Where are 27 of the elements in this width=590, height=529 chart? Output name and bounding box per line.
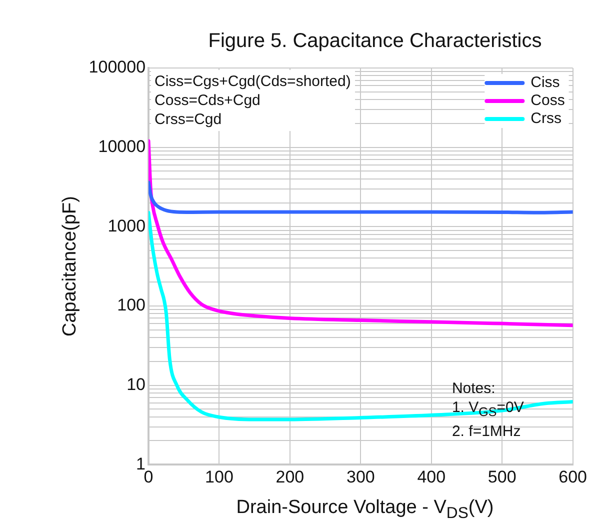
y-tick-label: 10: [126, 374, 146, 394]
y-tick-label: 100: [117, 296, 146, 315]
legend-label: Coss: [530, 92, 565, 110]
annotation: Ciss=Cgs+Cgd(Cds=shorted): [154, 73, 351, 90]
y-axis-title: Capacitance(pF): [60, 196, 81, 337]
legend-label: Ciss: [530, 74, 560, 92]
annotation: Crss=Cgd: [154, 111, 222, 128]
y-tick-label: 1: [136, 454, 146, 474]
x-tick-label: 0: [144, 467, 154, 486]
x-tick-label: 600: [558, 467, 588, 486]
annotation: Coss=Cds+Cgd: [154, 92, 260, 109]
x-tick-label: 400: [417, 467, 446, 486]
line-series: [148, 180, 573, 214]
annotation: Notes:: [452, 380, 496, 397]
x-tick-label: 100: [205, 467, 234, 486]
x-axis-title: Drain-Source Voltage - V$_{DS}$(V): [236, 497, 494, 522]
x-tick-label: 500: [488, 467, 516, 486]
x-tick-label: 200: [276, 467, 304, 486]
annotation: 2. f=1MHz: [452, 422, 521, 440]
y-tick-label: 1000: [108, 216, 146, 236]
line-series: [148, 210, 573, 422]
x-tick-label: 300: [346, 467, 375, 486]
y-tick-label: 100000: [88, 58, 146, 77]
line-series: [148, 139, 573, 328]
chart-title: Figure 5. Capacitance Characteristics: [208, 30, 542, 52]
legend-label: Crss: [530, 110, 562, 128]
y-tick-label: 10000: [98, 137, 146, 156]
